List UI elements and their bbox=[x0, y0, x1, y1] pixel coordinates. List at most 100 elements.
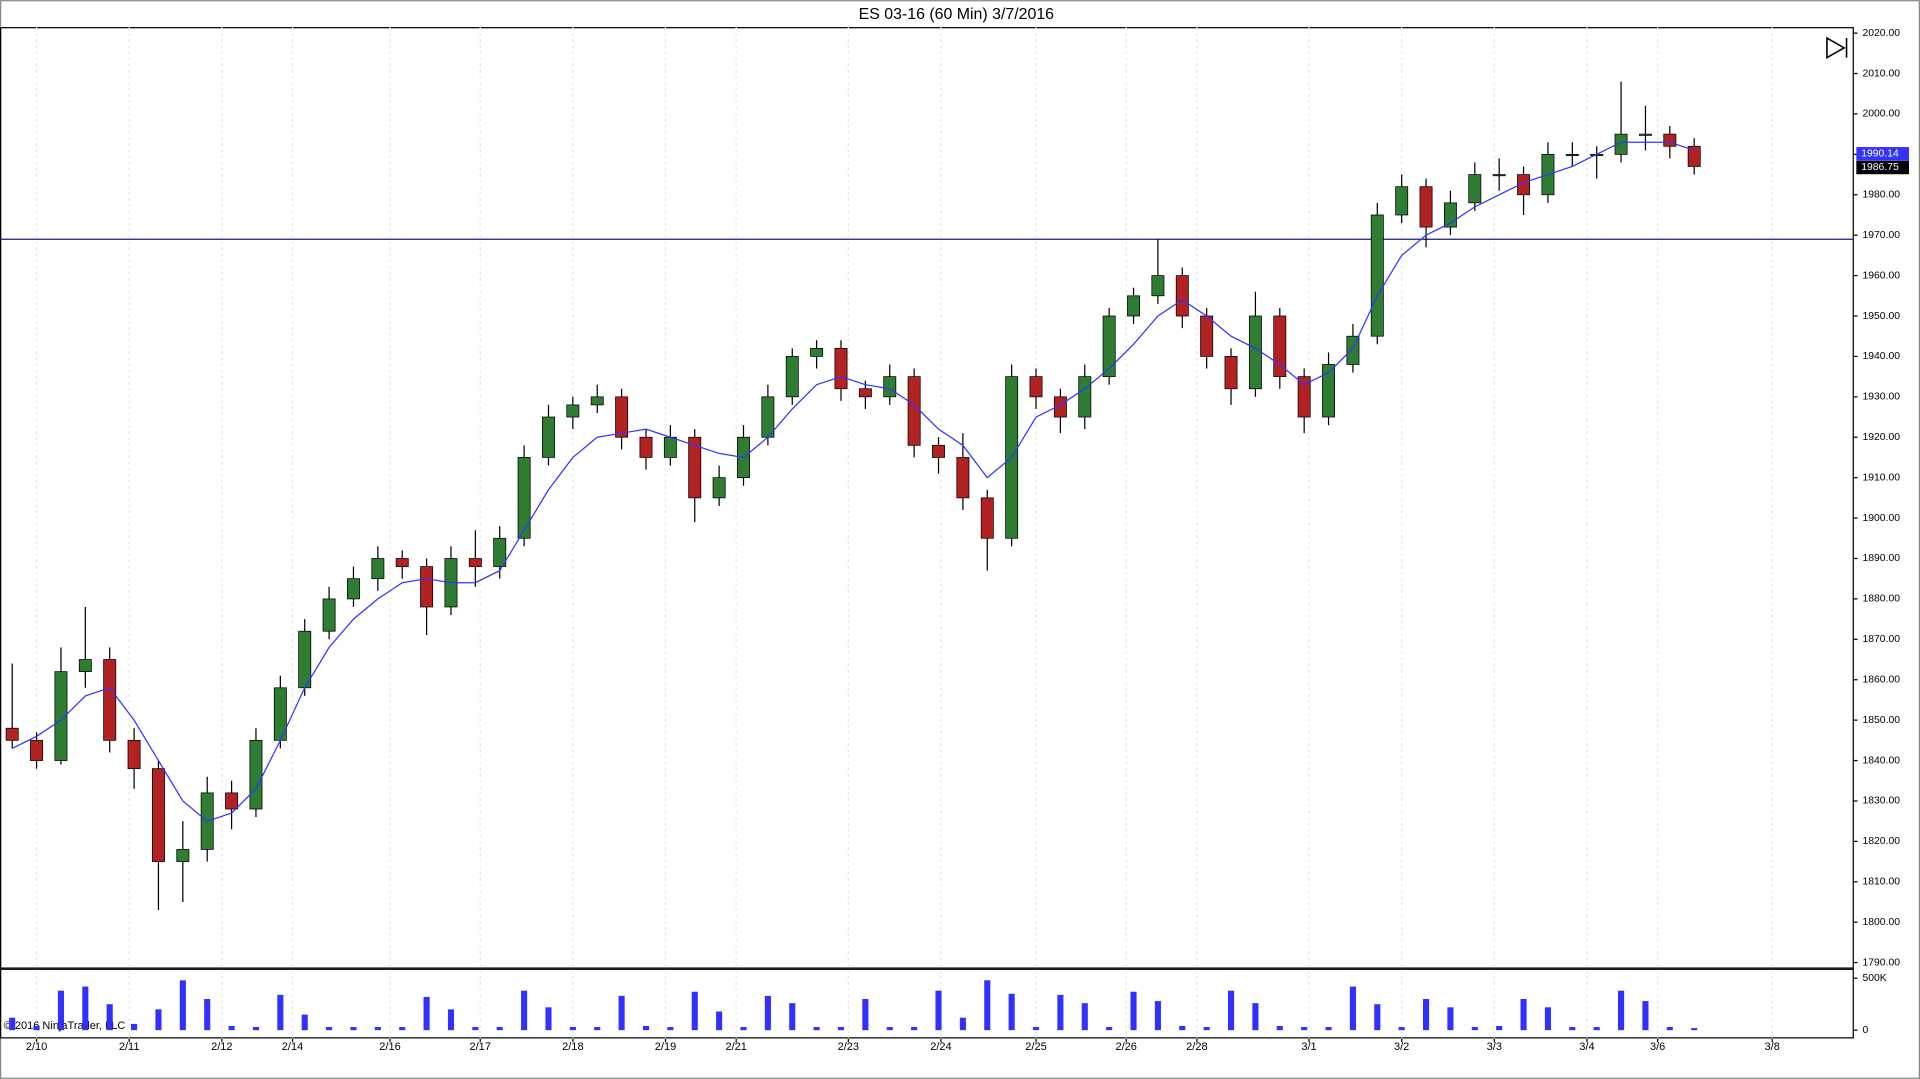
y-tick-label: 2020.00 bbox=[1862, 28, 1900, 39]
x-tick-label: 2/11 bbox=[119, 1041, 140, 1053]
volume-bar bbox=[521, 990, 528, 1031]
candle-body bbox=[1687, 145, 1701, 167]
volume-bar bbox=[228, 1026, 235, 1031]
volume-bar bbox=[472, 1027, 479, 1031]
candle-body bbox=[468, 558, 482, 567]
x-tick-label: 3/4 bbox=[1579, 1041, 1594, 1053]
volume-bar bbox=[1374, 1004, 1381, 1031]
volume-bar bbox=[301, 1014, 308, 1031]
last-price-label: 1986.75 bbox=[1861, 162, 1899, 173]
volume-bar bbox=[447, 1009, 455, 1031]
x-tick-label: 2/14 bbox=[282, 1041, 303, 1053]
volume-bar bbox=[862, 998, 869, 1031]
x-tick-label: 3/8 bbox=[1765, 1041, 1780, 1053]
volume-bar bbox=[984, 980, 991, 1031]
candle-body bbox=[298, 630, 312, 689]
volume-bar bbox=[911, 1027, 918, 1031]
y-tick-label: 1830.00 bbox=[1862, 796, 1900, 807]
candle-body bbox=[30, 739, 44, 761]
volume-bar bbox=[1008, 993, 1015, 1031]
volume-bar bbox=[569, 1027, 576, 1031]
candle-body bbox=[127, 739, 141, 769]
volume-bar bbox=[1325, 1027, 1332, 1031]
candle-body bbox=[1053, 396, 1067, 418]
y-tick-label: 1960.00 bbox=[1862, 270, 1900, 281]
volume-bar bbox=[1447, 1007, 1454, 1031]
volume-bar bbox=[82, 986, 89, 1031]
volume-bar bbox=[1349, 986, 1356, 1031]
x-tick-label: 2/10 bbox=[26, 1041, 47, 1053]
candle-body bbox=[249, 739, 263, 810]
volume-tick-label: 0 bbox=[1862, 1025, 1868, 1036]
volume-bar bbox=[155, 1009, 162, 1031]
candle-body bbox=[151, 768, 165, 862]
volume-bar bbox=[179, 980, 186, 1031]
candle-body bbox=[688, 436, 702, 499]
candle-body bbox=[639, 436, 653, 458]
y-tick-label: 1790.00 bbox=[1862, 957, 1900, 968]
y-tick-label: 1940.00 bbox=[1862, 351, 1900, 362]
y-tick-label: 1840.00 bbox=[1862, 755, 1900, 766]
candle-body bbox=[834, 347, 848, 390]
volume-bar bbox=[1642, 1001, 1649, 1031]
volume-bar bbox=[106, 1004, 113, 1031]
candle-body bbox=[103, 659, 117, 741]
y-tick-label: 2010.00 bbox=[1862, 68, 1900, 79]
candle-body bbox=[1078, 376, 1092, 418]
x-tick-label: 2/28 bbox=[1186, 1041, 1207, 1053]
price-panel bbox=[0, 27, 1854, 969]
x-tick-label: 3/1 bbox=[1301, 1041, 1316, 1053]
x-tick-label: 2/16 bbox=[379, 1041, 400, 1053]
y-tick-label: 1800.00 bbox=[1862, 917, 1900, 928]
volume-bar bbox=[423, 996, 430, 1031]
nav-icon[interactable] bbox=[1826, 36, 1848, 60]
volume-bar bbox=[667, 1027, 674, 1031]
volume-bar bbox=[1666, 1027, 1673, 1031]
volume-bar bbox=[740, 1027, 747, 1031]
candle-body bbox=[78, 659, 92, 673]
candle-body bbox=[1029, 376, 1043, 398]
volume-bar bbox=[813, 1027, 820, 1031]
volume-bar bbox=[716, 1011, 723, 1031]
candle-body bbox=[5, 727, 19, 741]
candle-body bbox=[1200, 315, 1214, 357]
x-tick-label: 2/19 bbox=[655, 1041, 676, 1053]
volume-bar bbox=[326, 1027, 333, 1031]
candle-body bbox=[761, 396, 775, 438]
volume-bar bbox=[545, 1007, 552, 1031]
volume-bar bbox=[642, 1026, 650, 1031]
volume-bar bbox=[1106, 1027, 1113, 1031]
chart-title: ES 03-16 (60 Min) 3/7/2016 bbox=[859, 6, 1055, 23]
y-tick-label: 1900.00 bbox=[1862, 513, 1900, 524]
candle-body bbox=[1346, 335, 1360, 365]
x-tick-label: 3/6 bbox=[1650, 1041, 1665, 1053]
candle-body bbox=[1151, 275, 1165, 297]
volume-bar bbox=[277, 994, 284, 1031]
candle-body bbox=[420, 566, 434, 608]
candle-body bbox=[1614, 133, 1628, 155]
y-tick-label: 1820.00 bbox=[1862, 836, 1900, 847]
y-tick-label: 1970.00 bbox=[1862, 230, 1900, 241]
candle-body bbox=[1468, 174, 1482, 204]
volume-bar bbox=[764, 995, 771, 1031]
candle-body bbox=[1273, 315, 1287, 377]
y-tick-label: 1910.00 bbox=[1862, 472, 1900, 483]
copyright: © 2016 NinjaTrader, LLC bbox=[4, 1020, 126, 1032]
candle-body bbox=[1175, 275, 1189, 317]
candle-body bbox=[785, 356, 799, 398]
candle-body bbox=[347, 578, 360, 600]
y-tick-label: 1860.00 bbox=[1862, 674, 1900, 685]
volume-bar bbox=[618, 995, 625, 1031]
volume-bar bbox=[1203, 1027, 1210, 1031]
volume-bar bbox=[959, 1017, 966, 1031]
y-tick-label: 1950.00 bbox=[1862, 311, 1900, 322]
volume-bar bbox=[837, 1027, 845, 1031]
volume-bar bbox=[594, 1027, 601, 1031]
volume-bar bbox=[1423, 998, 1430, 1031]
y-tick-label: 1850.00 bbox=[1862, 715, 1900, 726]
volume-bar bbox=[1130, 991, 1137, 1031]
volume-bar bbox=[1618, 990, 1625, 1031]
y-tick-label: 1890.00 bbox=[1862, 553, 1900, 564]
play-icon[interactable] bbox=[1826, 36, 1846, 60]
